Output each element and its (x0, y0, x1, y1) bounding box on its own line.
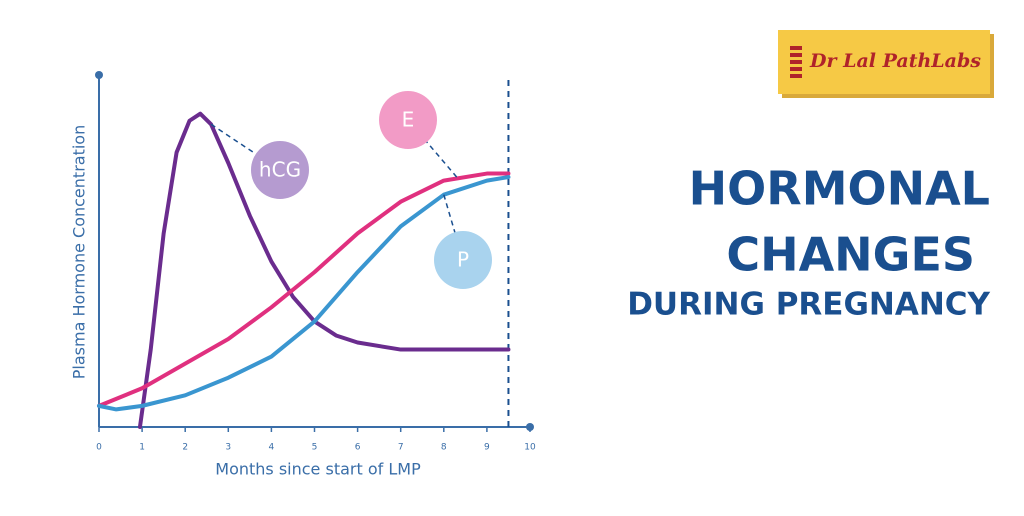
line-series (137, 111, 511, 429)
x-tick-label: 8 (441, 443, 447, 453)
x-tick-label: 3 (225, 443, 231, 453)
legend-bubble (434, 231, 492, 289)
legend-bubble (379, 91, 437, 149)
y-axis-label: Plasma Hormone Concentration (70, 125, 89, 379)
legend-label: P (457, 248, 469, 272)
x-tick-label: 1 (139, 443, 145, 453)
x-tick-label: 9 (484, 443, 490, 453)
x-tick-label: 2 (182, 443, 188, 453)
chart: Months since start of LMP Plasma Hormone… (70, 71, 536, 479)
legend-bubble (251, 141, 309, 199)
line-series (97, 171, 511, 408)
heading-line: DURING PREGNANCY (627, 287, 990, 323)
logo-icon (790, 46, 802, 78)
leader-line (407, 119, 458, 178)
x-tick-label: 4 (269, 443, 275, 453)
x-tick-label: 7 (398, 443, 404, 453)
x-tick-label: 5 (312, 443, 318, 453)
heading-line: HORMONAL (689, 162, 990, 216)
logo-text: Dr Lal PathLabs (809, 50, 981, 72)
x-tick-label: 10 (524, 443, 536, 453)
line-series (97, 175, 511, 412)
legend-label: E (402, 108, 415, 132)
leader-line (210, 123, 281, 171)
legend-label: hCG (259, 158, 301, 182)
x-tick-label: 6 (355, 443, 361, 453)
logo-box (778, 30, 990, 94)
axis-end (95, 71, 103, 79)
heading-line: CHANGES (726, 228, 975, 282)
x-tick-label: 0 (96, 443, 102, 453)
x-axis-label: Months since start of LMP (215, 460, 421, 479)
